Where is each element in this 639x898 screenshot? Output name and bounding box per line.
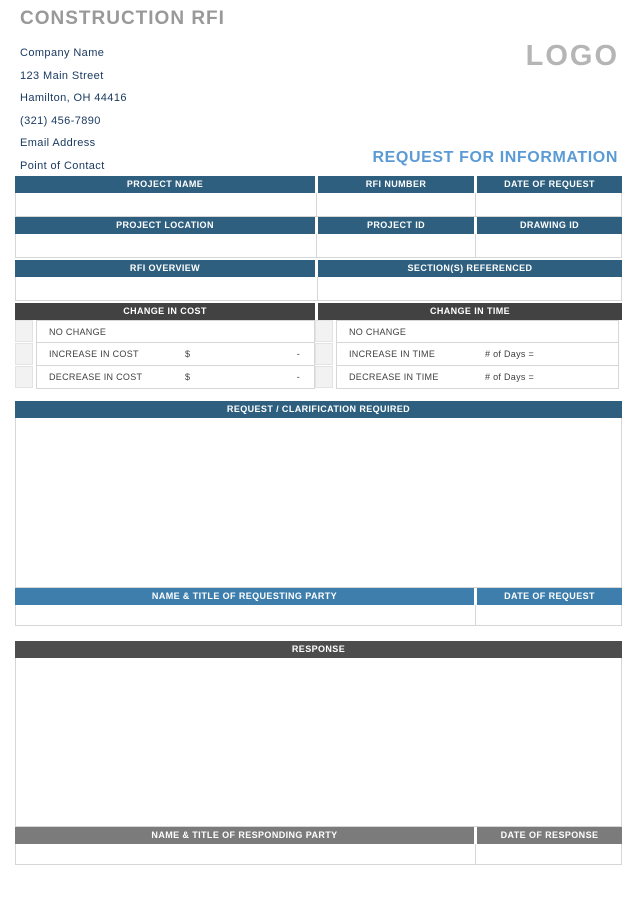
document-header: CONSTRUCTION RFI Company Name 123 Main S…: [0, 0, 639, 176]
increase-cost-checkbox[interactable]: [15, 343, 33, 365]
change-in-cost-header: CHANGE IN COST: [15, 303, 315, 320]
change-row-decrease: DECREASE IN COST $ - DECREASE IN TIME # …: [15, 366, 622, 389]
company-email: Email Address: [20, 137, 96, 149]
rfi-number-header: RFI NUMBER: [318, 176, 474, 193]
response-header-row: RESPONSE: [15, 641, 622, 658]
decrease-cost-checkbox[interactable]: [15, 366, 33, 388]
company-name: Company Name: [20, 47, 105, 59]
drawing-id-input[interactable]: [476, 234, 622, 258]
form-tables: PROJECT NAME RFI NUMBER DATE OF REQUEST …: [15, 176, 622, 865]
change-in-time-header: CHANGE IN TIME: [318, 303, 622, 320]
requesting-party-header: NAME & TITLE OF REQUESTING PARTY: [15, 588, 474, 605]
form-title: REQUEST FOR INFORMATION: [372, 149, 618, 166]
date-of-request-header: DATE OF REQUEST: [477, 176, 622, 193]
rfi-number-input[interactable]: [317, 193, 476, 217]
increase-cost-value: -: [296, 349, 300, 359]
company-street: 123 Main Street: [20, 69, 104, 82]
sections-referenced-header: SECTION(S) REFERENCED: [318, 260, 622, 277]
company-contact: Point of Contact: [20, 159, 105, 172]
requesting-party-header-row: NAME & TITLE OF REQUESTING PARTY DATE OF…: [15, 588, 622, 605]
project-location-header: PROJECT LOCATION: [15, 217, 315, 234]
responding-party-input-row: [15, 844, 622, 865]
company-phone: (321) 456-7890: [20, 114, 101, 127]
response-textarea[interactable]: [15, 658, 622, 827]
response-header: RESPONSE: [15, 641, 622, 658]
time-no-change-label: NO CHANGE: [349, 326, 407, 337]
responding-party-input[interactable]: [15, 844, 476, 865]
change-row-increase: INCREASE IN COST $ - INCREASE IN TIME # …: [15, 343, 622, 366]
decrease-cost-label: DECREASE IN COST: [49, 372, 143, 382]
project-info-header-row-2: PROJECT LOCATION PROJECT ID DRAWING ID: [15, 217, 622, 234]
time-no-change-checkbox[interactable]: [315, 320, 333, 342]
change-header-row: CHANGE IN COST CHANGE IN TIME: [15, 303, 622, 320]
page-title: CONSTRUCTION RFI: [20, 8, 225, 29]
project-info-header-row-1: PROJECT NAME RFI NUMBER DATE OF REQUEST: [15, 176, 622, 193]
project-name-header: PROJECT NAME: [15, 176, 315, 193]
project-id-input[interactable]: [317, 234, 476, 258]
decrease-time-label: DECREASE IN TIME: [349, 372, 439, 382]
rfi-overview-header: RFI OVERVIEW: [15, 260, 315, 277]
project-info-input-row-2: [15, 234, 622, 258]
project-info-input-row-1: [15, 193, 622, 217]
project-id-header: PROJECT ID: [318, 217, 474, 234]
requesting-party-input[interactable]: [15, 605, 476, 626]
cost-no-change-checkbox[interactable]: [15, 320, 33, 342]
decrease-time-suffix: # of Days =: [485, 372, 535, 382]
increase-time-label: INCREASE IN TIME: [349, 349, 436, 359]
request-clarification-header: REQUEST / CLARIFICATION REQUIRED: [15, 401, 622, 418]
request-clarification-textarea[interactable]: [15, 418, 622, 588]
company-info-block: Company Name 123 Main Street Hamilton, O…: [20, 42, 619, 177]
request-date-input[interactable]: [476, 605, 622, 626]
requesting-party-input-row: [15, 605, 622, 626]
project-name-input[interactable]: [15, 193, 317, 217]
company-city: Hamilton, OH 44416: [20, 92, 127, 104]
cost-no-change-label: NO CHANGE: [49, 326, 107, 337]
request-header-row: REQUEST / CLARIFICATION REQUIRED: [15, 401, 622, 418]
overview-input-row: [15, 277, 622, 301]
increase-time-suffix: # of Days =: [485, 349, 535, 359]
decrease-cost-currency: $: [185, 372, 191, 382]
project-location-input[interactable]: [15, 234, 317, 258]
logo-placeholder: LOGO: [525, 40, 619, 72]
responding-party-header-row: NAME & TITLE OF RESPONDING PARTY DATE OF…: [15, 827, 622, 844]
response-date-input[interactable]: [476, 844, 622, 865]
overview-header-row: RFI OVERVIEW SECTION(S) REFERENCED: [15, 260, 622, 277]
decrease-cost-value: -: [296, 372, 300, 382]
increase-time-checkbox[interactable]: [315, 343, 333, 365]
date-of-request-input[interactable]: [476, 193, 622, 217]
responding-party-header: NAME & TITLE OF RESPONDING PARTY: [15, 827, 474, 844]
sections-referenced-input[interactable]: [318, 277, 622, 301]
decrease-time-checkbox[interactable]: [315, 366, 333, 388]
increase-cost-label: INCREASE IN COST: [49, 349, 139, 359]
response-date-header: DATE OF RESPONSE: [477, 827, 622, 844]
change-row-no-change: NO CHANGE NO CHANGE: [15, 320, 622, 343]
request-date-header: DATE OF REQUEST: [477, 588, 622, 605]
drawing-id-header: DRAWING ID: [477, 217, 622, 234]
increase-cost-currency: $: [185, 349, 191, 359]
rfi-overview-input[interactable]: [15, 277, 318, 301]
